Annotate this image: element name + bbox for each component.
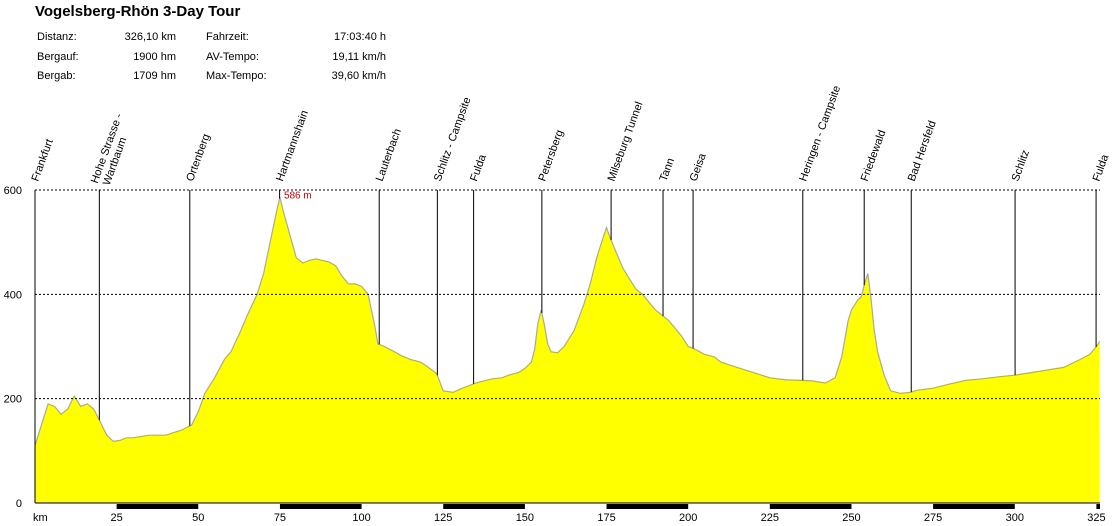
stat-label-distance: Distanz: [37,31,77,43]
x-tick-label: 175 [597,512,615,524]
stat-value-ride-time: 17:03:40 h [334,31,386,43]
scale-bar-segment [279,504,362,509]
peak-elevation-label: 586 m [284,190,312,201]
y-tick-label: 600 [4,185,22,197]
x-tick-label: 325 [1087,512,1105,524]
stat-label-ascent: Bergauf: [37,51,79,63]
scale-bar-segment [443,504,525,509]
scale-bar-segment [1096,504,1100,509]
scale-bar-segment [769,504,852,509]
x-tick-label: 100 [352,512,370,524]
y-tick-label: 0 [16,498,22,510]
x-tick-label: 125 [434,512,452,524]
waypoint-label: Fulda [1091,152,1112,183]
waypoint-label: Tann [658,157,677,184]
stat-value-ascent: 1900 hm [133,51,176,63]
x-tick-label: 300 [1006,512,1024,524]
waypoint-label: Lauterbach [374,127,404,183]
x-tick-label: 75 [274,512,286,524]
x-tick-label: 50 [192,512,204,524]
y-tick-label: 200 [4,394,22,406]
stat-label-ride-time: Fahrzeit: [206,31,249,43]
waypoint-label: Heringen - Campsite [797,84,843,183]
waypoint-label: Fulda [468,152,489,183]
waypoint-label: Schlitz - Campsite [432,96,474,183]
stat-label-max-speed: Max-Tempo: [206,70,267,82]
waypoint-label: Geisa [688,151,709,183]
x-tick-label: 150 [516,512,534,524]
waypoint-label: Milseburg Tunnel [606,100,646,183]
x-tick-label: 225 [761,512,779,524]
x-tick-label: 25 [111,512,123,524]
elevation-line [34,197,1101,446]
y-tick-label: 400 [4,289,22,301]
waypoint-label: Friedewald [859,128,889,183]
waypoint-label: Petersberg [536,128,566,183]
stat-label-descent: Bergab: [37,70,76,82]
x-tick-label: 200 [679,512,697,524]
waypoint-label: Bad Hersfeld [906,119,939,183]
waypoint-label: Hartmannshain [274,109,311,183]
stat-value-descent: 1709 hm [133,70,176,82]
x-axis-label: km [33,512,48,524]
x-tick-label: 275 [924,512,942,524]
waypoint-label: Ortenberg [184,132,212,183]
scale-bar-segment [933,504,1015,509]
x-tick-label: 250 [842,512,860,524]
tour-title: Vogelsberg-Rhön 3-Day Tour [35,3,241,20]
stat-value-avg-speed: 19,11 km/h [332,51,386,63]
elevation-area [35,197,1100,504]
waypoint-label: Schlitz [1010,148,1032,183]
waypoint-label: Frankfurt [30,138,56,183]
stat-value-max-speed: 39,60 km/h [331,70,386,82]
stat-value-distance: 326,10 km [124,31,176,43]
stat-label-avg-speed: AV-Tempo: [206,51,259,63]
scale-bar-segment [116,504,199,509]
scale-bar-segment [606,504,689,509]
